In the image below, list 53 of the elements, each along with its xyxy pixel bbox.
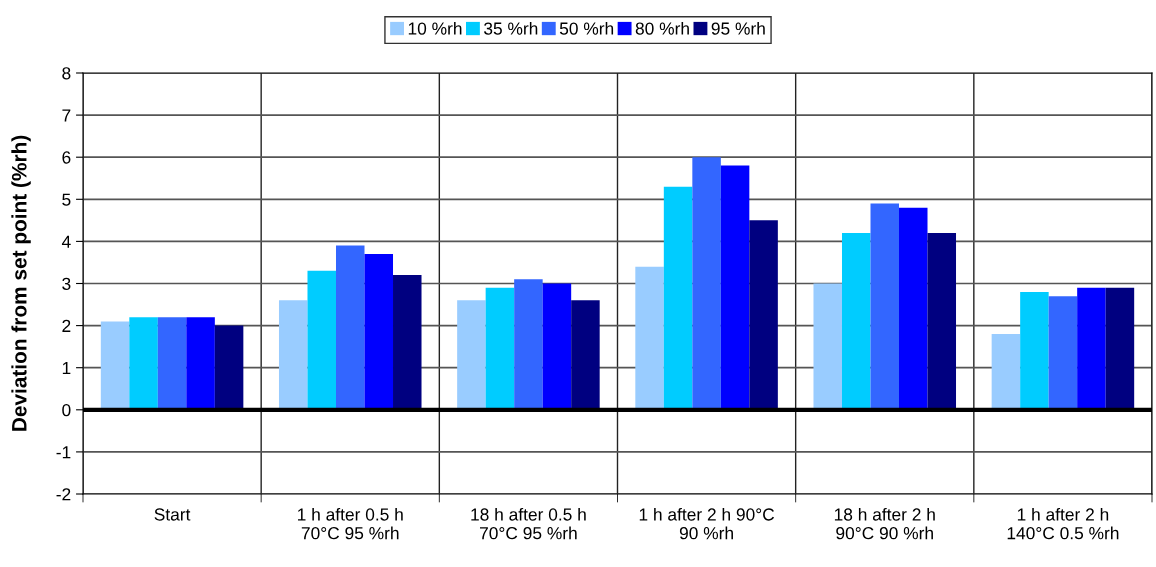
bar (571, 300, 600, 410)
x-tick-label: 1 h after 2 h 90°C 90 %rh (639, 507, 775, 540)
x-tick-label: 1 h after 0.5 h 70°C 95 %rh (298, 507, 403, 540)
bar (186, 317, 215, 410)
bar (485, 287, 515, 410)
y-axis-title: Deviation from set point (%rh) (11, 135, 31, 431)
x-tick-label: 18 h after 0.5 h 70°C 95 %rh (471, 507, 586, 540)
x-tick-label: 1 h after 2 h 140°C 0.5 %rh (1007, 507, 1119, 540)
bar (542, 283, 572, 410)
bar (307, 270, 336, 410)
bar (100, 321, 130, 410)
bar (1020, 291, 1049, 410)
bar (457, 300, 486, 410)
x-tick-label: 18 h after 2 h 90°C 90 %rh (834, 507, 935, 540)
y-tick-label: 6 (62, 151, 71, 164)
legend-label: 10 %rh (408, 21, 462, 35)
bar (129, 317, 158, 410)
bar (841, 232, 871, 410)
y-tick-label: 4 (61, 235, 71, 248)
y-tick-label: 3 (62, 277, 71, 290)
y-tick-label: 8 (62, 67, 71, 80)
bar (278, 300, 308, 410)
bar (720, 165, 750, 410)
y-tick-label: 1 (62, 362, 71, 374)
bar (1077, 287, 1106, 410)
y-tick-label: 7 (62, 109, 71, 122)
bar (514, 279, 543, 410)
bar (991, 334, 1021, 410)
bar (393, 275, 422, 410)
bar (870, 203, 899, 410)
y-tick-label: -1 (56, 446, 71, 459)
legend-label: 35 %rh (484, 21, 538, 35)
bar (364, 254, 394, 410)
x-tick-label: Start (154, 508, 191, 521)
bar (1048, 296, 1078, 410)
bar (635, 266, 664, 410)
legend-label: 80 %rh (635, 21, 689, 35)
bar (813, 283, 842, 410)
bar (336, 245, 365, 410)
bar (214, 325, 244, 410)
legend-label: 95 %rh (711, 21, 765, 35)
bar (157, 317, 187, 410)
y-tick-label: -2 (56, 488, 71, 501)
bar (927, 232, 957, 410)
y-tick-label: 0 (62, 403, 71, 417)
bar (749, 220, 778, 410)
bar (663, 186, 693, 410)
y-tick-label: 5 (62, 193, 71, 206)
legend-label: 50 %rh (559, 21, 614, 35)
bar (1105, 287, 1135, 410)
bar (899, 207, 928, 410)
bar (692, 157, 721, 410)
y-tick-label: 2 (62, 319, 71, 332)
